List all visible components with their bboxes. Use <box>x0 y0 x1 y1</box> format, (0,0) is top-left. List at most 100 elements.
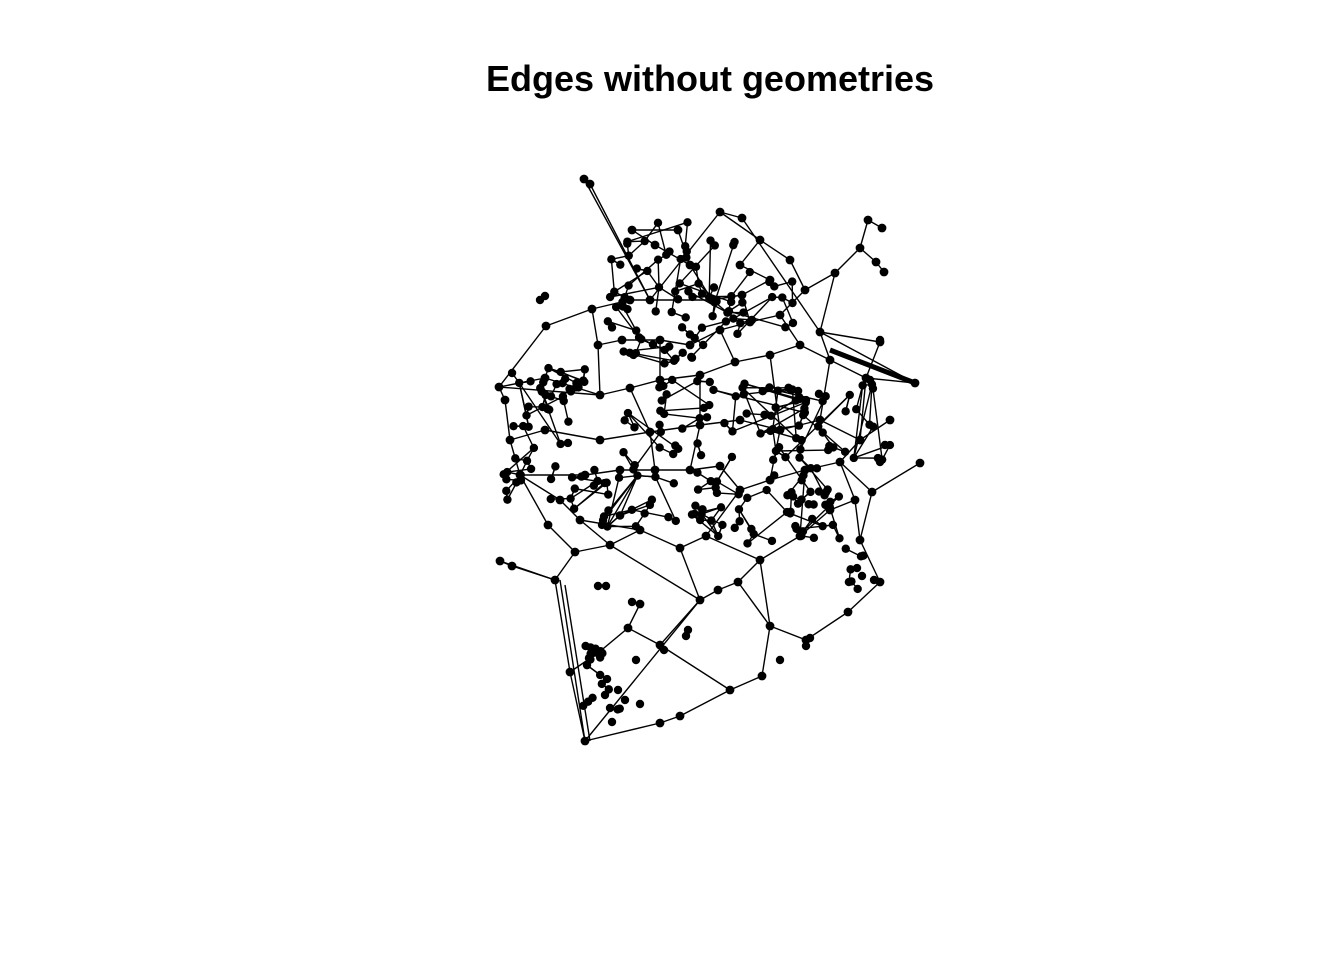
network-edge <box>761 625 771 677</box>
network-node <box>696 450 706 460</box>
network-edge <box>859 491 873 541</box>
network-node <box>657 396 666 405</box>
network-node <box>526 377 535 386</box>
network-node <box>801 641 811 651</box>
network-edge <box>854 499 861 541</box>
network-edge <box>629 379 661 389</box>
network-node <box>801 395 811 405</box>
network-node <box>659 645 669 655</box>
network-node <box>855 243 865 253</box>
network-node <box>631 348 641 358</box>
network-node <box>597 679 607 689</box>
network-node <box>577 472 586 481</box>
network-node <box>541 321 551 331</box>
network-edge <box>627 221 688 243</box>
network-node <box>623 237 632 246</box>
network-node <box>747 524 756 534</box>
network-node <box>756 429 765 438</box>
network-node <box>682 247 691 256</box>
network-edge <box>569 671 586 742</box>
network-node <box>821 500 830 510</box>
network-node <box>494 382 504 392</box>
network-edge <box>541 391 562 445</box>
network-node <box>604 506 613 515</box>
network-node <box>871 257 881 267</box>
network-node <box>795 453 804 462</box>
network-edge <box>719 465 741 491</box>
network-node <box>618 297 627 307</box>
network-node <box>693 376 702 386</box>
network-node <box>806 464 815 473</box>
network-node <box>766 411 776 420</box>
network-node <box>796 445 805 454</box>
network-node <box>781 452 790 462</box>
network-node <box>580 365 589 374</box>
network-node <box>835 534 844 543</box>
network-edge <box>609 529 641 546</box>
network-node <box>725 685 735 695</box>
network-node <box>613 705 622 714</box>
network-node <box>713 585 723 595</box>
network-node <box>654 283 664 292</box>
network-node <box>735 260 745 270</box>
network-edge <box>859 219 869 249</box>
network-node <box>683 625 693 635</box>
network-node <box>507 368 517 378</box>
network-node <box>736 318 745 328</box>
network-node <box>500 395 510 405</box>
network-node <box>526 464 536 474</box>
network-edge <box>737 581 771 627</box>
network-edge <box>554 551 576 581</box>
network-edge <box>583 178 651 301</box>
network-node <box>555 495 565 505</box>
network-edge <box>829 499 856 511</box>
network-node <box>760 410 769 420</box>
network-edge <box>839 461 873 493</box>
network-node <box>814 389 824 399</box>
network-node <box>765 621 775 631</box>
network-node <box>502 475 511 484</box>
network-node <box>804 500 813 509</box>
network-edge <box>584 722 661 742</box>
network-node <box>634 333 644 342</box>
network-node <box>781 323 790 332</box>
network-node <box>674 444 683 453</box>
network-node <box>814 487 824 496</box>
network-node <box>507 561 517 571</box>
network-edge <box>708 240 712 298</box>
network-edge <box>639 529 681 549</box>
network-edge <box>671 379 710 406</box>
network-node <box>522 411 531 420</box>
network-node <box>627 597 637 607</box>
network-edge <box>739 239 761 266</box>
network-node <box>589 481 599 490</box>
network-edge <box>597 344 601 396</box>
network-node <box>733 577 743 587</box>
network-node <box>708 311 717 321</box>
network-node <box>765 476 775 485</box>
network-node <box>818 428 827 437</box>
network-node <box>623 623 633 633</box>
network-edge <box>574 544 611 553</box>
network-node <box>714 531 723 541</box>
network-node <box>694 279 703 288</box>
network-edge <box>628 259 659 287</box>
network-node <box>675 711 685 721</box>
network-node <box>805 633 815 643</box>
network-node <box>544 363 553 373</box>
network-node <box>788 298 797 308</box>
network-node <box>648 340 658 349</box>
network-node <box>799 471 808 480</box>
network-node <box>627 505 637 515</box>
network-edge <box>705 535 761 561</box>
network-node <box>853 584 862 594</box>
network-node <box>737 290 747 300</box>
network-node <box>809 533 819 543</box>
network-edge <box>689 424 701 471</box>
network-node <box>620 695 630 705</box>
network-edge <box>659 374 701 381</box>
network-edge <box>853 384 873 459</box>
network-node <box>685 330 695 339</box>
network-edge <box>609 286 660 298</box>
network-node <box>565 667 575 677</box>
